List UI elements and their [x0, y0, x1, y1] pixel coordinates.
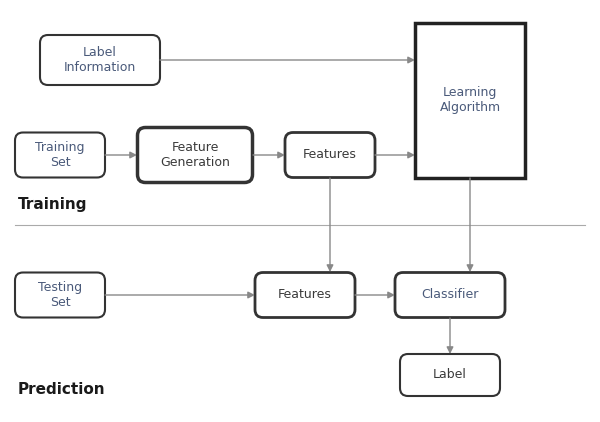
Bar: [415, 22, 525, 178]
Text: Classifier: Classifier: [421, 289, 479, 301]
Text: Feature
Generation: Feature Generation: [160, 141, 230, 169]
FancyBboxPatch shape: [255, 273, 355, 317]
Text: Training: Training: [18, 197, 88, 213]
FancyBboxPatch shape: [400, 354, 500, 396]
Text: Training
Set: Training Set: [35, 141, 85, 169]
FancyBboxPatch shape: [15, 273, 105, 317]
Text: Label
Information: Label Information: [64, 46, 136, 74]
FancyBboxPatch shape: [40, 35, 160, 85]
FancyBboxPatch shape: [137, 127, 253, 182]
Text: Learning
Algorithm: Learning Algorithm: [439, 86, 500, 114]
Text: Features: Features: [278, 289, 332, 301]
Text: Prediction: Prediction: [18, 382, 106, 398]
FancyBboxPatch shape: [285, 133, 375, 178]
Text: Testing
Set: Testing Set: [38, 281, 82, 309]
FancyBboxPatch shape: [15, 133, 105, 178]
Text: Label: Label: [433, 368, 467, 381]
FancyBboxPatch shape: [395, 273, 505, 317]
Text: Features: Features: [303, 149, 357, 162]
